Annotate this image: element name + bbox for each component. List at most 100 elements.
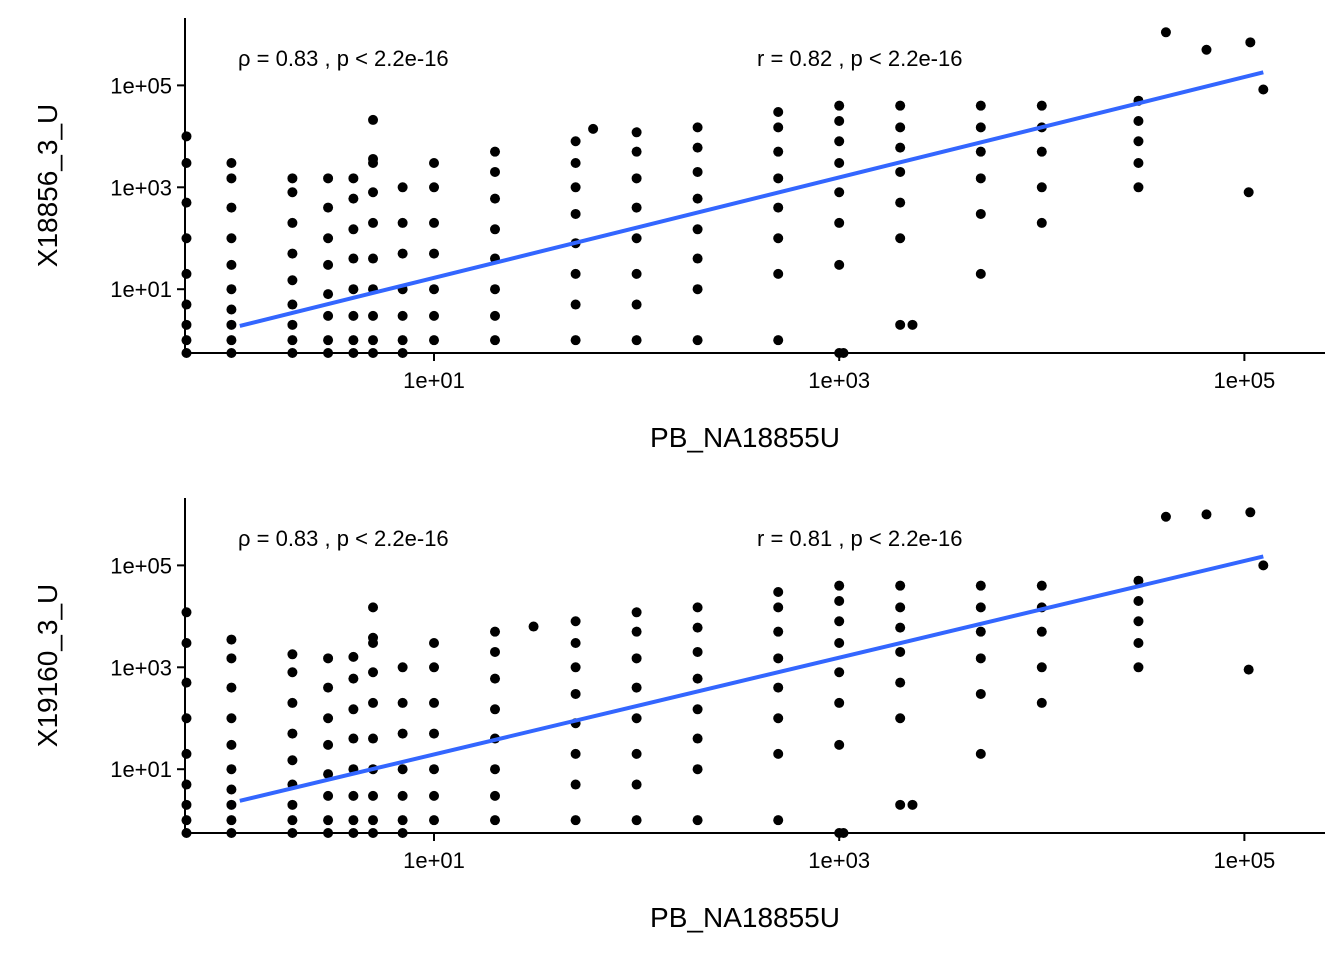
point: [397, 764, 408, 775]
point: [631, 815, 642, 826]
point: [429, 217, 440, 228]
point: [323, 335, 334, 346]
point: [570, 779, 581, 790]
point: [1258, 84, 1269, 95]
panel: 1e+01 1e+03 1e+05 1e+01 1e+03 1e+05 PB_NA18855…: [32, 498, 1325, 933]
point: [226, 653, 237, 664]
point: [570, 182, 581, 193]
point: [348, 673, 359, 684]
point: [631, 268, 642, 279]
point: [181, 713, 192, 724]
point: [773, 713, 784, 724]
point: [368, 114, 379, 125]
point: [631, 653, 642, 664]
point: [226, 304, 237, 315]
point: [692, 335, 703, 346]
point: [1160, 27, 1171, 38]
point: [181, 815, 192, 826]
point: [834, 115, 845, 126]
point: [323, 202, 334, 213]
annotation: ρ = 0.83 , p < 2.2e-16: [238, 526, 449, 551]
point: [570, 208, 581, 219]
point: [490, 646, 501, 657]
point: [895, 233, 906, 244]
panel: 1e+01 1e+03 1e+05 1e+01 1e+03 1e+05 PB_NA18855…: [32, 18, 1325, 453]
point: [287, 319, 298, 330]
x-tick-label: 1e+05: [1213, 848, 1275, 873]
point: [226, 335, 237, 346]
point: [348, 193, 359, 204]
point: [895, 166, 906, 177]
point: [429, 248, 440, 259]
point: [323, 173, 334, 184]
point: [1133, 136, 1144, 147]
point: [397, 662, 408, 673]
point: [773, 268, 784, 279]
point: [631, 335, 642, 346]
point: [397, 248, 408, 259]
point: [895, 622, 906, 633]
point: [834, 157, 845, 168]
point: [323, 739, 334, 750]
point: [570, 688, 581, 699]
point: [323, 233, 334, 244]
point: [1133, 637, 1144, 648]
y-tick-label: 1e+03: [110, 655, 172, 680]
point: [975, 100, 986, 111]
point: [1036, 580, 1047, 591]
point: [181, 131, 192, 142]
point: [226, 815, 237, 826]
point: [570, 157, 581, 168]
point: [895, 580, 906, 591]
point: [226, 233, 237, 244]
point: [692, 704, 703, 715]
point: [631, 713, 642, 724]
point: [1036, 626, 1047, 637]
point: [528, 621, 539, 632]
point: [1243, 187, 1254, 198]
point: [348, 790, 359, 801]
point: [429, 662, 440, 673]
point: [895, 799, 906, 810]
point: [323, 713, 334, 724]
point: [692, 122, 703, 133]
point: [1133, 662, 1144, 673]
point: [692, 284, 703, 295]
point: [429, 157, 440, 168]
point: [490, 704, 501, 715]
point: [287, 187, 298, 198]
point: [1133, 616, 1144, 627]
point: [368, 253, 379, 264]
point: [226, 634, 237, 645]
annotation: r = 0.81 , p < 2.2e-16: [757, 526, 962, 551]
point: [570, 299, 581, 310]
x-tick-label: 1e+01: [403, 848, 465, 873]
point: [773, 146, 784, 157]
point: [1245, 507, 1256, 518]
point: [397, 728, 408, 739]
point: [975, 146, 986, 157]
point: [570, 748, 581, 759]
point: [1258, 560, 1269, 571]
point: [181, 748, 192, 759]
point: [692, 673, 703, 684]
point: [490, 310, 501, 321]
point: [368, 602, 379, 613]
point: [181, 268, 192, 279]
point: [692, 764, 703, 775]
point: [895, 677, 906, 688]
point: [588, 123, 599, 134]
point: [348, 704, 359, 715]
point: [895, 100, 906, 111]
x-axis-label: PB_NA18855U: [650, 422, 840, 453]
point: [773, 107, 784, 118]
point: [895, 197, 906, 208]
point: [895, 319, 906, 330]
point: [368, 667, 379, 678]
point: [226, 157, 237, 168]
point: [226, 799, 237, 810]
point: [226, 173, 237, 184]
x-tick-label: 1e+03: [808, 848, 870, 873]
point: [975, 208, 986, 219]
point: [490, 335, 501, 346]
